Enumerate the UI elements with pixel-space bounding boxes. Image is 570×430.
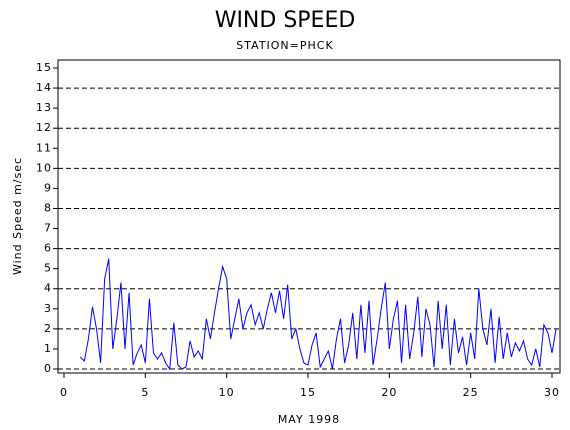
- x-tick-label: 0: [60, 386, 68, 399]
- y-tick-label: 12: [36, 121, 52, 134]
- x-tick-label: 20: [381, 386, 397, 399]
- chart-subtitle: STATION=PHCK: [236, 39, 333, 52]
- y-tick-label: 3: [44, 302, 52, 315]
- x-tick-label: 10: [219, 386, 235, 399]
- y-tick-label: 14: [36, 81, 52, 94]
- y-tick-label: 11: [36, 141, 52, 154]
- y-tick-label: 5: [44, 262, 52, 275]
- x-axis-label: MAY 1998: [278, 413, 340, 426]
- y-tick-label: 7: [44, 222, 52, 235]
- x-tick-label: 25: [463, 386, 479, 399]
- chart-title: WIND SPEED: [215, 8, 356, 33]
- y-tick-label: 1: [44, 342, 52, 355]
- y-axis-label: Wind Speed m/sec: [11, 157, 24, 275]
- x-tick-label: 5: [141, 386, 149, 399]
- y-tick-label: 4: [44, 282, 52, 295]
- y-tick-label: 2: [44, 322, 52, 335]
- x-tick-label: 30: [544, 386, 560, 399]
- y-tick-label: 10: [36, 161, 52, 174]
- x-tick-label: 15: [300, 386, 316, 399]
- y-tick-label: 15: [36, 61, 52, 74]
- y-tick-label: 6: [44, 242, 52, 255]
- data-line: [79, 258, 557, 371]
- y-tick-label: 9: [44, 181, 52, 194]
- y-tick-label: 0: [44, 362, 52, 375]
- plot-frame: [57, 59, 561, 374]
- y-tick-label: 8: [44, 201, 52, 214]
- y-tick-label: 13: [36, 101, 52, 114]
